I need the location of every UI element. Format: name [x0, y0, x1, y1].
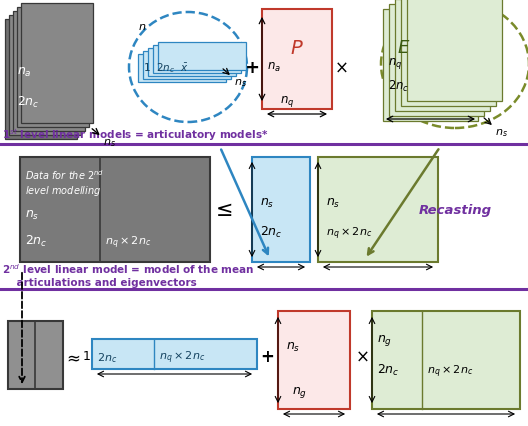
Text: $n_q \times 2n_c$: $n_q \times 2n_c$	[326, 225, 372, 241]
Bar	[407, 0, 502, 102]
Text: $2n_c$: $2n_c$	[17, 94, 40, 109]
Bar	[252, 158, 310, 262]
Text: $n_s$: $n_s$	[286, 340, 300, 353]
Text: $2n_c$: $2n_c$	[25, 233, 48, 248]
Text: 2$^{nd}$ level linear model = model of the mean
    articulations and eigenvecto: 2$^{nd}$ level linear model = model of t…	[2, 262, 254, 287]
Text: +: +	[260, 347, 274, 365]
Text: $n_q$: $n_q$	[388, 56, 402, 71]
Bar	[389, 5, 484, 117]
Text: $n_s$: $n_s$	[326, 196, 341, 210]
Text: $n_g$: $n_g$	[377, 332, 392, 347]
Text: $\times$: $\times$	[355, 347, 369, 365]
Text: $n_s$: $n_s$	[234, 77, 247, 89]
Bar	[158, 43, 246, 71]
Text: 1$^{st}$ level linear models = articulatory models*: 1$^{st}$ level linear models = articulat…	[2, 127, 268, 143]
Text: $1$: $1$	[82, 350, 90, 363]
Bar	[262, 10, 332, 110]
Text: $2n_c$: $2n_c$	[260, 225, 282, 239]
Text: $2n_c$: $2n_c$	[97, 350, 117, 364]
Bar	[21, 4, 93, 124]
Text: $n_s$: $n_s$	[495, 127, 508, 138]
Bar	[92, 339, 257, 369]
Text: $n_q \times 2n_c$: $n_q \times 2n_c$	[159, 349, 205, 366]
Text: $2n_c$: $2n_c$	[388, 79, 409, 94]
Text: $n_a$: $n_a$	[267, 61, 281, 74]
Text: $n_a$: $n_a$	[17, 65, 32, 78]
Bar	[148, 49, 236, 77]
Text: $n_q \times 2n_c$: $n_q \times 2n_c$	[427, 363, 473, 379]
Text: $\times$: $\times$	[334, 59, 348, 77]
Bar	[278, 311, 350, 409]
Bar	[318, 158, 438, 262]
Text: $n$: $n$	[138, 22, 146, 32]
Bar	[395, 0, 490, 112]
Bar	[383, 10, 478, 122]
Text: $n_q$: $n_q$	[280, 94, 295, 109]
Text: $n_s$: $n_s$	[103, 137, 116, 148]
Text: $n_s$: $n_s$	[260, 196, 275, 210]
Text: $n_q \times 2n_c$: $n_q \times 2n_c$	[105, 234, 151, 250]
Bar	[143, 52, 231, 80]
Bar	[138, 55, 226, 83]
Bar	[372, 311, 520, 409]
Bar	[13, 12, 85, 132]
Bar	[5, 20, 77, 140]
Text: $\leq$: $\leq$	[211, 200, 233, 220]
Bar	[17, 8, 89, 128]
Bar	[153, 46, 241, 74]
Bar	[20, 158, 210, 262]
Text: $E$: $E$	[398, 39, 411, 57]
Text: $Data\ for\ the\ 2^{nd}$: $Data\ for\ the\ 2^{nd}$	[25, 168, 104, 181]
Text: $level\ modelling$: $level\ modelling$	[25, 184, 101, 198]
Text: $n_g$: $n_g$	[292, 384, 307, 399]
Text: +: +	[244, 59, 259, 77]
Bar	[8, 321, 63, 389]
Text: $1\ \ 2n_c\ \ \bar{x}$: $1\ \ 2n_c\ \ \bar{x}$	[143, 61, 189, 75]
Text: $P$: $P$	[290, 38, 304, 58]
Text: $\approx$: $\approx$	[63, 347, 81, 365]
Text: Recasting: Recasting	[418, 204, 492, 216]
Text: $n_s$: $n_s$	[25, 208, 39, 222]
Bar	[401, 0, 496, 107]
Text: $2n_c$: $2n_c$	[377, 362, 400, 377]
Bar	[9, 16, 81, 136]
